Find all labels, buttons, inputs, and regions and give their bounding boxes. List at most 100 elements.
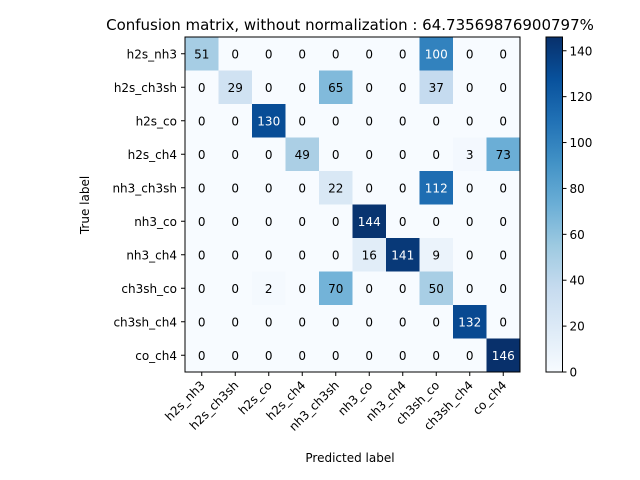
cell-value: 0 xyxy=(399,148,407,162)
cell-value: 0 xyxy=(231,114,239,128)
matrix-cell xyxy=(419,137,454,172)
matrix-cell xyxy=(419,204,454,239)
matrix-cell xyxy=(185,104,219,138)
matrix-cell xyxy=(185,70,219,105)
cell-value: 0 xyxy=(198,81,206,95)
matrix-cell xyxy=(352,171,387,205)
matrix-cell xyxy=(218,305,253,339)
cell-value: 0 xyxy=(466,349,474,363)
cell-value: 0 xyxy=(332,47,340,61)
cell-value: 0 xyxy=(198,114,206,128)
cell-value: 112 xyxy=(425,181,448,195)
cell-value: 0 xyxy=(198,282,206,296)
cell-value: 0 xyxy=(365,315,373,329)
cell-value: 0 xyxy=(265,148,273,162)
matrix-cell xyxy=(319,104,353,138)
cell-value: 0 xyxy=(265,81,273,95)
cell-value: 0 xyxy=(198,248,206,262)
cell-value: 0 xyxy=(298,114,306,128)
matrix-cell xyxy=(453,238,487,272)
matrix-cells: 51 0 0 0 0 0 0 100 0 00 29 0 0 65 0 0 37 0 00 0 130 0 0 0 0 0 0 00 0… xyxy=(185,37,521,373)
matrix-cell xyxy=(486,37,521,71)
cell-value: 0 xyxy=(298,181,306,195)
cell-value: 0 xyxy=(466,47,474,61)
cell-value: 0 xyxy=(231,181,239,195)
cell-value: 0 xyxy=(298,248,306,262)
cell-value: 0 xyxy=(298,81,306,95)
cell-value: 0 xyxy=(298,47,306,61)
cell-value: 0 xyxy=(466,248,474,262)
cell-value: 0 xyxy=(198,349,206,363)
y-tick-label: h2s_nh3 xyxy=(127,47,177,61)
cell-value: 130 xyxy=(257,114,280,128)
matrix-cell xyxy=(252,70,286,105)
matrix-cell xyxy=(419,171,454,205)
matrix-cell xyxy=(453,271,487,306)
cell-value: 22 xyxy=(328,181,343,195)
matrix-cell xyxy=(252,104,286,138)
matrix-cell xyxy=(486,238,521,272)
matrix-cell xyxy=(218,271,253,306)
matrix-cell xyxy=(285,204,320,239)
matrix-cell xyxy=(352,271,387,306)
cell-value: 0 xyxy=(399,282,407,296)
matrix-cell xyxy=(486,104,521,138)
plot-frame xyxy=(184,36,521,373)
matrix-cell xyxy=(319,171,353,205)
matrix-cell xyxy=(386,104,420,138)
cell-value: 132 xyxy=(458,315,481,329)
cell-value: 0 xyxy=(298,349,306,363)
matrix-cell xyxy=(352,204,387,239)
cell-value: 0 xyxy=(499,248,507,262)
cell-value: 0 xyxy=(365,47,373,61)
cell-value: 0 xyxy=(499,181,507,195)
matrix-cell xyxy=(486,338,521,373)
cell-value: 0 xyxy=(198,215,206,229)
matrix-cell xyxy=(185,271,219,306)
cell-value: 0 xyxy=(198,148,206,162)
matrix-cell xyxy=(386,305,420,339)
cell-value: 0 xyxy=(265,349,273,363)
matrix-cell xyxy=(252,271,286,306)
matrix-cell xyxy=(285,338,320,373)
cell-value: 70 xyxy=(328,282,343,296)
matrix-cell xyxy=(453,338,487,373)
chart-title: Confusion matrix, without normalization … xyxy=(106,16,594,34)
matrix-cell xyxy=(185,204,219,239)
cell-value: 0 xyxy=(298,282,306,296)
cell-value: 0 xyxy=(499,215,507,229)
cell-value: 0 xyxy=(265,181,273,195)
cell-value: 0 xyxy=(365,148,373,162)
matrix-cell xyxy=(252,305,286,339)
cell-value: 0 xyxy=(231,148,239,162)
cell-value: 0 xyxy=(399,114,407,128)
matrix-cell xyxy=(486,171,521,205)
matrix-cell xyxy=(185,37,219,71)
cell-value: 0 xyxy=(432,349,440,363)
cell-value: 0 xyxy=(399,215,407,229)
cell-value: 0 xyxy=(466,282,474,296)
matrix-cell xyxy=(352,238,387,272)
y-axis-ticks: h2s_nh3 h2s_ch3sh h2s_co h2s_ch4 nh3_ch3shnh… xyxy=(112,47,185,363)
cell-value: 0 xyxy=(466,114,474,128)
cell-value: 0 xyxy=(231,282,239,296)
cell-value: 0 xyxy=(365,181,373,195)
matrix-cell xyxy=(218,137,253,172)
cell-value: 0 xyxy=(466,81,474,95)
cell-value: 0 xyxy=(466,181,474,195)
matrix-cell xyxy=(285,171,320,205)
cell-value: 9 xyxy=(432,248,440,262)
cell-value: 0 xyxy=(265,315,273,329)
cell-value: 100 xyxy=(425,47,448,61)
cell-value: 29 xyxy=(228,81,243,95)
matrix-cell xyxy=(453,204,487,239)
cell-value: 65 xyxy=(328,81,343,95)
matrix-cell xyxy=(319,204,353,239)
cell-value: 0 xyxy=(399,181,407,195)
matrix-cell xyxy=(185,137,219,172)
matrix-cell xyxy=(453,137,487,172)
matrix-cell xyxy=(319,238,353,272)
cell-value: 0 xyxy=(365,282,373,296)
cell-value: 0 xyxy=(399,315,407,329)
matrix-cell xyxy=(218,338,253,373)
